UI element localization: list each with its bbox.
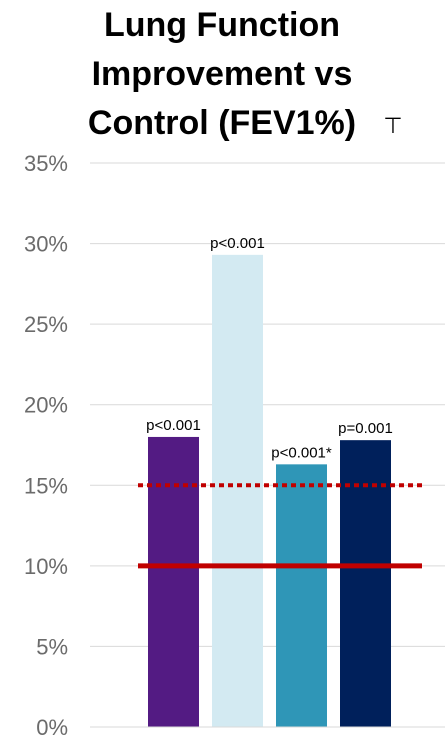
bar xyxy=(276,464,327,727)
reference-lines xyxy=(138,483,422,569)
chart-title-mark: ⊤ xyxy=(383,113,402,138)
y-tick-label: 5% xyxy=(36,634,68,659)
bars xyxy=(148,254,391,727)
chart-title-line-2: Improvement vs xyxy=(92,55,353,93)
bar xyxy=(340,440,391,727)
y-tick-label: 25% xyxy=(24,312,68,337)
chart-title-line-1: Lung Function xyxy=(104,6,340,44)
chart-title: Lung Function Improvement vs Control (FE… xyxy=(88,6,403,142)
y-tick-label: 30% xyxy=(24,232,68,257)
y-tick-label: 35% xyxy=(24,151,68,176)
chart-title-line-3: Control (FEV1%) xyxy=(88,104,356,142)
y-tick-label: 10% xyxy=(24,554,68,579)
bar xyxy=(148,436,199,727)
bar-data-label: p<0.001* xyxy=(271,444,332,461)
bar xyxy=(212,254,263,727)
grid-lines xyxy=(90,162,445,647)
bar-labels: p<0.001 p<0.001 p<0.001* p=0.001 xyxy=(146,235,393,461)
bar-data-label: p=0.001 xyxy=(338,420,393,437)
y-tick-label: 0% xyxy=(36,715,68,739)
bar-data-label: p<0.001 xyxy=(146,417,201,434)
y-tick-label: 15% xyxy=(24,473,68,498)
y-axis-tick-labels: 0% 5% 10% 15% 20% 25% 30% 35% xyxy=(24,151,68,739)
y-tick-label: 20% xyxy=(24,393,68,418)
bar-data-label: p<0.001 xyxy=(210,235,265,252)
